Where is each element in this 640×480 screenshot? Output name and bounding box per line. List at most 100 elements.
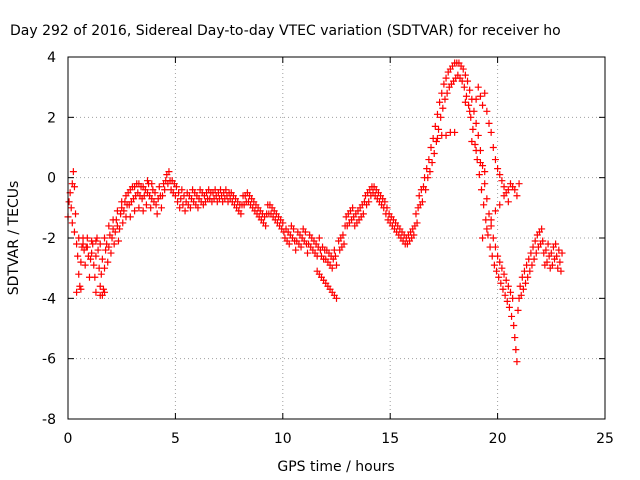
data-point (474, 131, 482, 139)
data-point (120, 207, 128, 215)
data-point (504, 282, 512, 290)
data-point (176, 204, 184, 212)
data-point (157, 204, 165, 212)
data-point (101, 288, 109, 296)
data-point (359, 210, 367, 218)
data-point (519, 285, 527, 293)
data-point (467, 113, 475, 121)
data-point (148, 180, 156, 188)
data-point (135, 204, 143, 212)
data-point (539, 237, 547, 245)
data-point (528, 261, 536, 269)
data-point (490, 261, 498, 269)
data-point (73, 288, 81, 296)
data-point (487, 222, 495, 230)
data-point (489, 144, 497, 151)
data-point (548, 261, 556, 269)
data-point (279, 219, 287, 227)
data-point (92, 237, 100, 245)
data-point (496, 201, 504, 209)
data-point (70, 183, 78, 191)
data-point (472, 147, 480, 155)
data-point (505, 303, 513, 311)
data-point (92, 288, 100, 296)
data-point (116, 225, 124, 233)
data-point (118, 198, 126, 206)
data-point (102, 246, 110, 254)
data-point (506, 288, 514, 296)
data-point (88, 249, 96, 257)
x-tick-label: 20 (489, 431, 507, 447)
data-point (174, 198, 182, 206)
data-point (427, 144, 435, 151)
data-point (516, 282, 524, 290)
data-point (552, 240, 560, 248)
data-point (101, 264, 109, 272)
data-point (333, 294, 340, 302)
data-point (500, 183, 508, 191)
data-point (466, 86, 474, 94)
data-point (432, 137, 440, 145)
data-point (538, 225, 546, 233)
data-point (555, 246, 563, 254)
data-point (114, 237, 122, 245)
data-point (476, 159, 484, 167)
data-point (476, 92, 484, 100)
data-point (237, 210, 245, 218)
data-point (484, 231, 492, 239)
y-tick-label: 0 (47, 171, 56, 187)
data-point (481, 180, 489, 188)
data-point (68, 219, 76, 227)
data-point (101, 234, 109, 242)
data-point (75, 270, 83, 278)
data-point (65, 198, 73, 206)
data-point (139, 183, 147, 191)
data-point (474, 83, 482, 91)
data-point (410, 231, 418, 239)
data-point (436, 98, 444, 106)
data-point (340, 240, 348, 248)
data-point (109, 216, 117, 224)
data-point (513, 358, 521, 366)
data-point (96, 240, 104, 248)
y-tick-label: -6 (42, 352, 56, 368)
data-point (475, 171, 483, 179)
data-point (433, 110, 441, 118)
x-axis-label: GPS time / hours (277, 459, 394, 475)
data-point (107, 249, 115, 257)
data-point (76, 282, 84, 290)
data-point (74, 252, 82, 260)
data-point (557, 267, 565, 275)
data-point (172, 183, 180, 191)
data-point (72, 210, 80, 218)
y-tick-label: 4 (47, 50, 56, 66)
data-point (462, 92, 470, 100)
data-point (105, 243, 113, 251)
data-point (87, 255, 95, 263)
chart-title: Day 292 of 2016, Sidereal Day-to-day VTE… (10, 23, 561, 39)
data-point (479, 101, 487, 109)
data-point (481, 89, 489, 97)
data-point (491, 156, 499, 164)
data-point (110, 240, 118, 248)
data-point (471, 140, 479, 148)
data-point (98, 255, 106, 263)
data-point (73, 240, 81, 248)
data-point (126, 186, 134, 194)
data-point (503, 297, 511, 305)
data-point (151, 189, 159, 197)
data-point (502, 276, 510, 284)
data-point (553, 252, 561, 260)
data-point (513, 192, 521, 200)
x-tick-labels: 0 5 10 15 20 25 (64, 431, 614, 447)
data-point (333, 261, 340, 269)
data-point (126, 213, 134, 221)
data-point (489, 234, 497, 242)
data-point (426, 168, 434, 176)
data-point (91, 273, 99, 281)
data-point (83, 234, 91, 242)
data-point (161, 186, 169, 194)
data-point (511, 186, 519, 194)
data-point (497, 279, 505, 287)
